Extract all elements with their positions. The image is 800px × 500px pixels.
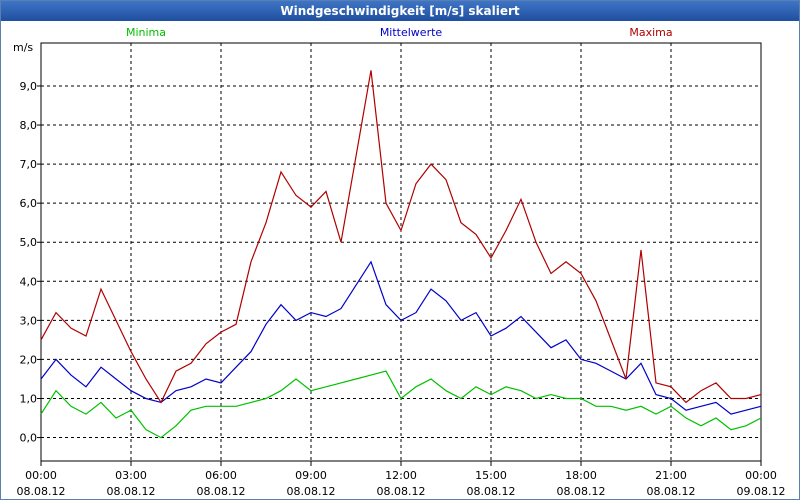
x-tick-time: 00:00 [745,469,777,482]
series-lines [40,70,762,439]
y-axis: 0,0 1,0 2,0 3,0 4,0 5,0 6,0 7,0 8,0 9,0 [20,80,41,445]
y-tick-label: 7,0 [20,158,38,171]
y-tick-label: 4,0 [20,275,38,288]
x-tick-date: 08.08.12 [647,485,696,498]
series-line-minima [40,370,762,439]
x-tick-time: 15:00 [475,469,507,482]
x-tick-date: 08.08.12 [467,485,516,498]
x-tick-time: 00:00 [25,469,57,482]
legend-entry-maxima: Maxima [629,26,672,39]
y-tick-label: 9,0 [20,80,38,93]
y-tick-label: 6,0 [20,197,38,210]
x-tick-date: 08.08.12 [377,485,426,498]
x-axis: 00:00 08.08.12 03:00 08.08.12 06:00 08.08.12 0… [17,461,786,498]
x-tick-date: 08.08.12 [197,485,246,498]
x-tick-time: 09:00 [295,469,327,482]
y-axis-label: m/s [13,41,33,54]
window-title: Windgeschwindigkeit [m/s] skaliert [1,1,799,21]
x-tick-time: 12:00 [385,469,417,482]
x-tick-date: 09.08.12 [737,485,786,498]
chart-svg: 0,0 1,0 2,0 3,0 4,0 5,0 6,0 7,0 8,0 9,0 00:00 08.0… [13,26,786,498]
x-tick-time: 03:00 [115,469,147,482]
x-tick-time: 18:00 [565,469,597,482]
legend: Minima Mittelwerte Maxima [126,26,673,39]
x-tick-date: 08.08.12 [287,485,336,498]
y-tick-label: 2,0 [20,353,38,366]
legend-entry-mittelwerte: Mittelwerte [380,26,443,39]
y-tick-label: 3,0 [20,314,38,327]
y-tick-label: 0,0 [20,432,38,445]
x-tick-date: 08.08.12 [17,485,66,498]
x-tick-time: 21:00 [655,469,687,482]
y-tick-label: 8,0 [20,119,38,132]
grid-lines [41,43,761,461]
y-tick-label: 5,0 [20,236,38,249]
x-tick-date: 08.08.12 [107,485,156,498]
x-tick-time: 06:00 [205,469,237,482]
series-line-maxima [40,70,762,404]
legend-entry-minima: Minima [126,26,166,39]
y-tick-label: 1,0 [20,392,38,405]
x-tick-date: 08.08.12 [557,485,606,498]
